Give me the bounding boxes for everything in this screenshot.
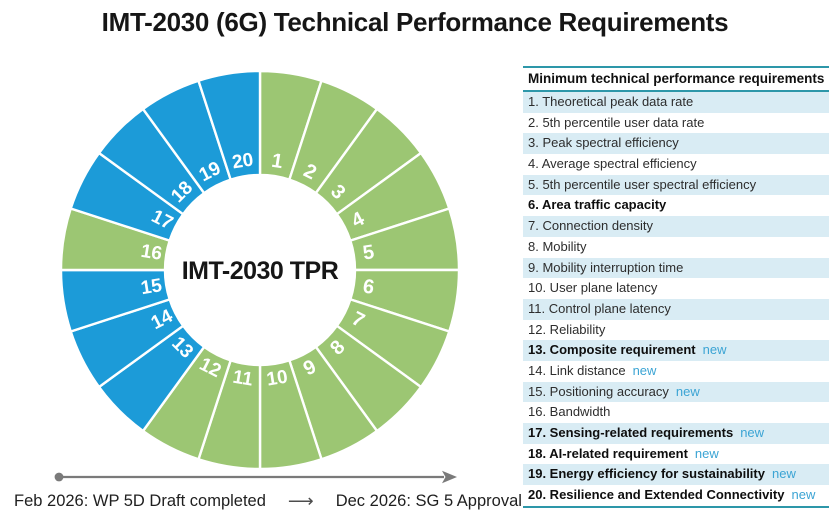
table-row: 14. Link distance new [523, 361, 829, 382]
table-row-label: 7. Connection density [528, 218, 654, 234]
donut-segment-label: 6 [361, 275, 375, 298]
table-row: 19. Energy efficiency for sustainability… [523, 464, 829, 486]
table-row-label: 5. 5th percentile user spectral efficien… [528, 176, 757, 192]
page-title: IMT-2030 (6G) Technical Performance Requ… [101, 7, 729, 37]
table-row: 11. Control plane latency [523, 298, 829, 320]
requirements-table-header: Minimum technical performance requiremen… [523, 66, 829, 92]
table-row-label: 12. Reliability [528, 321, 606, 337]
table-row-label: 17. Sensing-related requirements [528, 425, 734, 440]
donut-center-label: IMT-2030 TPR [182, 257, 339, 285]
timeline-arrowhead [442, 470, 457, 484]
table-row-label: 3. Peak spectral efficiency [528, 135, 679, 151]
table-row-label: 16. Bandwidth [528, 404, 611, 420]
donut-segment-label: 11 [231, 367, 255, 391]
timeline-start-label: Feb 2026: WP 5D Draft completed [14, 492, 266, 510]
table-row-label: 4. Average spectral efficiency [528, 156, 697, 172]
donut-segment-label: 15 [139, 275, 164, 299]
timeline-labels: Feb 2026: WP 5D Draft completed ⟶ Dec 20… [14, 491, 524, 512]
table-row: 10. User plane latency [523, 278, 829, 299]
table-row: 18. AI-related requirement new [523, 444, 829, 465]
timeline-arrow [54, 470, 457, 484]
donut-segment-label: 10 [265, 367, 289, 391]
requirements-table: Minimum technical performance requiremen… [523, 66, 829, 508]
table-row-label: 10. User plane latency [528, 280, 658, 296]
table-row: 6. Area traffic capacity [523, 195, 829, 216]
new-badge: new [632, 362, 657, 378]
right-arrow-icon: ⟶ [287, 491, 314, 511]
table-row-label: 11. Control plane latency [528, 300, 671, 316]
donut-segment-label: 1 [270, 150, 284, 173]
table-row-label: 18. AI-related requirement [528, 445, 688, 461]
table-row: 17. Sensing-related requirements new [523, 423, 829, 444]
table-row: 3. Peak spectral efficiency [523, 133, 829, 155]
timeline-start-dot [54, 472, 64, 482]
table-row: 8. Mobility [523, 237, 829, 258]
table-row: 13. Composite requirement new [523, 340, 829, 361]
table-row-label: 1. Theoretical peak data rate [528, 94, 694, 109]
requirements-table-body: 1. Theoretical peak data rate 2. 5th perc… [523, 92, 829, 508]
table-row: 2. 5th percentile user data rate [523, 113, 829, 134]
new-badge: new [791, 487, 816, 503]
donut-segment-label: 5 [361, 241, 375, 264]
table-row: 1. Theoretical peak data rate [523, 92, 829, 113]
table-row: 7. Connection density [523, 216, 829, 237]
table-row-label: 6. Area traffic capacity [528, 197, 667, 213]
table-row: 16. Bandwidth [523, 402, 829, 423]
table-row: 9. Mobility interruption time [523, 257, 829, 279]
table-row: 5. 5th percentile user spectral efficien… [523, 174, 829, 196]
table-row-label: 13. Composite requirement [528, 342, 696, 358]
new-badge: new [675, 383, 700, 399]
table-row: 4. Average spectral efficiency [523, 154, 829, 175]
donut-segment [197, 69, 262, 181]
table-row-label: 19. Energy efficiency for sustainability [528, 466, 765, 482]
new-badge: new [740, 425, 765, 440]
table-row: 20. Resilience and Extended Connectivity… [523, 485, 829, 506]
donut-chart: 1 2 3 4 5 6 7 8 9 10 11 12 13 14 15 16 17 18 19 20 IMT-2030 … [50, 60, 470, 480]
new-badge: new [694, 445, 719, 461]
table-row-label: 14. Link distance [528, 362, 626, 378]
table-row-label: 8. Mobility [528, 238, 587, 254]
new-badge: new [702, 342, 727, 358]
donut-segment-label: 20 [231, 149, 255, 173]
table-row-label: 15. Positioning accuracy [528, 383, 669, 399]
new-badge: new [771, 466, 796, 482]
table-row: 15. Positioning accuracy new [523, 381, 829, 403]
donut-segment-label: 16 [139, 241, 163, 265]
table-row: 12. Reliability [523, 320, 829, 341]
table-row-label: 20. Resilience and Extended Connectivity [528, 487, 785, 503]
table-row-label: 9. Mobility interruption time [528, 259, 684, 275]
table-row-label: 2. 5th percentile user data rate [528, 114, 705, 130]
timeline-end-label: Dec 2026: SG 5 Approval [335, 492, 522, 510]
